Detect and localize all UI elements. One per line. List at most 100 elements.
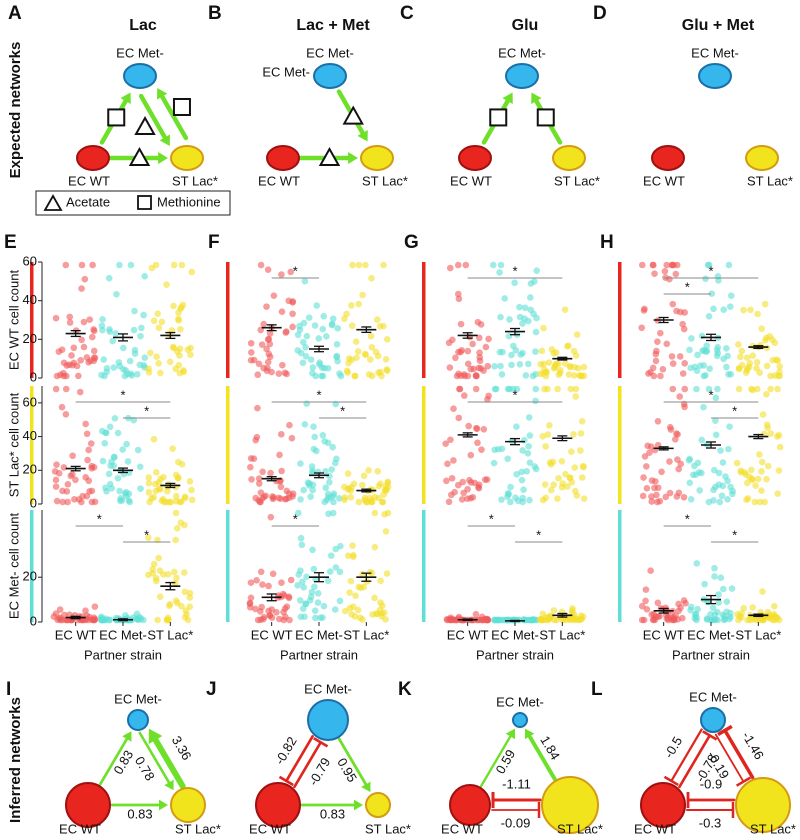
jitter-point <box>71 495 78 503</box>
jitter-point <box>558 483 566 491</box>
significance-label: * <box>708 263 713 278</box>
jitter-point <box>479 616 487 624</box>
jitter-point <box>532 328 540 336</box>
jitter-point <box>759 588 766 595</box>
significance-label: * <box>708 387 713 402</box>
jitter-point <box>296 322 303 330</box>
jitter-point <box>145 571 152 579</box>
jitter-point <box>771 372 779 379</box>
jitter-point <box>570 431 577 438</box>
significance-label: * <box>293 263 298 278</box>
jitter-point <box>267 513 275 521</box>
jitter-point <box>365 371 373 378</box>
row-color-bar <box>422 262 426 378</box>
jitter-point <box>145 489 153 496</box>
jitter-point <box>727 370 735 378</box>
jitter-point <box>718 492 726 500</box>
jitter-point <box>484 362 492 370</box>
jitter-point <box>499 348 506 356</box>
jitter-point <box>82 607 89 615</box>
jitter-point <box>367 498 375 506</box>
jitter-point <box>295 571 303 578</box>
jitter-point <box>113 291 120 298</box>
jitter-point <box>579 462 587 470</box>
jitter-point <box>766 332 774 340</box>
cell-node <box>76 145 110 171</box>
jitter-point <box>749 352 757 359</box>
jitter-point <box>253 577 260 584</box>
jitter-point <box>531 463 538 470</box>
node-label: ST Lac* <box>750 821 796 836</box>
jitter-point <box>566 474 574 481</box>
jitter-point <box>571 464 579 471</box>
jitter-point <box>525 414 533 421</box>
jitter-point <box>252 494 259 502</box>
jitter-point <box>714 608 721 616</box>
jitter-point <box>767 385 774 393</box>
jitter-point <box>186 594 194 601</box>
x-tick-label: EC WT <box>251 627 293 642</box>
cell-node <box>360 145 394 171</box>
cell-node <box>127 709 149 731</box>
jitter-point <box>86 316 94 323</box>
jitter-point <box>127 261 135 269</box>
jitter-point <box>538 347 546 355</box>
jitter-point <box>299 605 307 612</box>
jitter-point <box>542 443 549 450</box>
jitter-point <box>344 470 352 477</box>
methionine-marker <box>107 108 126 127</box>
significance-label: * <box>685 279 690 294</box>
jitter-point <box>444 460 451 468</box>
jitter-point <box>324 577 332 585</box>
jitter-point <box>154 310 161 318</box>
jitter-point <box>710 305 717 313</box>
x-axis-label: Partner strain <box>84 647 162 662</box>
jitter-point <box>367 332 375 340</box>
inhibit-bar <box>735 776 752 787</box>
jitter-point <box>774 490 782 497</box>
jitter-point <box>166 358 174 366</box>
jitter-point <box>326 568 334 575</box>
jitter-point <box>186 603 194 610</box>
jitter-point <box>257 489 265 497</box>
jitter-point <box>368 274 375 282</box>
jitter-point <box>744 479 751 487</box>
jitter-point <box>708 290 716 297</box>
jitter-point <box>267 469 274 477</box>
jitter-point <box>743 354 751 361</box>
jitter-point <box>512 347 520 354</box>
x-tick-label: ST Lac* <box>735 627 781 642</box>
edge <box>723 728 755 780</box>
jitter-point <box>99 326 106 334</box>
jitter-point <box>266 353 274 361</box>
jitter-point <box>255 360 263 368</box>
jitter-point <box>742 471 750 478</box>
jitter-point <box>537 615 544 623</box>
y-tick-label: 0 <box>30 613 37 628</box>
node-label: EC WT <box>59 821 101 836</box>
cell-node <box>552 145 586 171</box>
jitter-point <box>307 356 315 363</box>
jitter-point <box>352 338 360 346</box>
significance-label: * <box>120 387 125 402</box>
jitter-point <box>497 261 505 269</box>
jitter-point <box>649 364 657 372</box>
jitter-point <box>740 604 748 612</box>
jitter-point <box>485 335 492 343</box>
jitter-point <box>310 565 318 573</box>
node-label: ST Lac* <box>175 821 221 836</box>
cell-node <box>541 776 599 834</box>
jitter-point <box>300 338 307 346</box>
legend-text: Methionine <box>157 194 221 209</box>
cell-node <box>458 145 492 171</box>
jitter-point <box>119 446 126 453</box>
jitter-point <box>639 492 647 500</box>
x-tick-label: ST Lac* <box>343 627 389 642</box>
jitter-point <box>382 616 389 623</box>
jitter-point <box>681 385 689 393</box>
edge-weight: -1.46 <box>739 729 767 762</box>
jitter-point <box>319 431 327 439</box>
jitter-point <box>319 372 327 380</box>
x-axis-label: Partner strain <box>476 647 554 662</box>
jitter-point <box>542 494 549 502</box>
